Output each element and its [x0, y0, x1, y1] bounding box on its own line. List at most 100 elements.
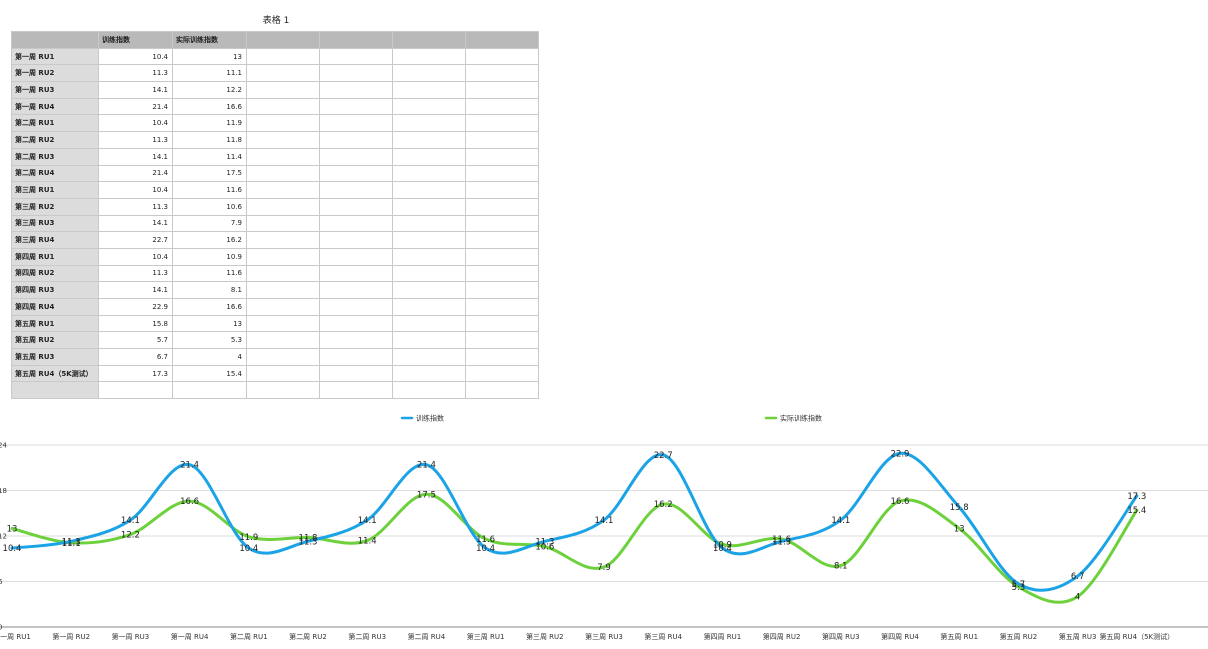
table-cell[interactable]: [465, 298, 539, 316]
table-cell[interactable]: 21.4: [98, 97, 173, 116]
column-header[interactable]: [392, 31, 466, 49]
row-header[interactable]: [11, 381, 99, 400]
table-cell[interactable]: [246, 64, 320, 83]
table-cell[interactable]: [392, 164, 466, 183]
table-cell[interactable]: 10.4: [98, 247, 173, 266]
table-cell[interactable]: [246, 214, 320, 233]
table-cell[interactable]: [246, 264, 320, 283]
table-cell[interactable]: 10.9: [172, 247, 247, 266]
table-cell[interactable]: [392, 314, 466, 333]
table-cell[interactable]: 11.8: [172, 131, 247, 149]
table-cell[interactable]: 11.1: [172, 64, 247, 83]
table-cell[interactable]: 11.3: [98, 197, 173, 216]
table-cell[interactable]: [465, 81, 539, 99]
table-row[interactable]: 第五周 RU4（5K测试） 17.3 15.4: [11, 364, 539, 383]
table-row[interactable]: 第一周 RU1 10.4 13: [11, 47, 539, 66]
table-cell[interactable]: [319, 231, 393, 249]
row-header[interactable]: 第四周 RU1: [11, 247, 99, 266]
table-cell[interactable]: [319, 164, 393, 183]
table-row[interactable]: 第四周 RU4 22.9 16.6: [11, 298, 539, 316]
table-cell[interactable]: [465, 264, 539, 283]
table-cell[interactable]: [465, 281, 539, 299]
table-cell[interactable]: [319, 214, 393, 233]
table-cell[interactable]: [246, 114, 320, 133]
table-cell[interactable]: [246, 181, 320, 199]
table-cell[interactable]: [392, 247, 466, 266]
table-cell[interactable]: [465, 381, 539, 400]
column-header[interactable]: [319, 31, 393, 49]
column-header[interactable]: [465, 31, 539, 49]
column-header[interactable]: 训练指数: [98, 31, 173, 49]
table-cell[interactable]: 6.7: [98, 348, 173, 366]
table-cell[interactable]: 10.6: [172, 197, 247, 216]
table-cell[interactable]: [319, 64, 393, 83]
row-header[interactable]: 第五周 RU4（5K测试）: [11, 364, 99, 383]
table-cell[interactable]: [246, 281, 320, 299]
table-cell[interactable]: [319, 247, 393, 266]
table-cell[interactable]: 14.1: [98, 214, 173, 233]
table-cell[interactable]: [465, 231, 539, 249]
table-cell[interactable]: 13: [172, 314, 247, 333]
table-cell[interactable]: [319, 197, 393, 216]
row-header[interactable]: 第三周 RU3: [11, 214, 99, 233]
table-cell[interactable]: [465, 131, 539, 149]
table-cell[interactable]: [319, 364, 393, 383]
table-cell[interactable]: 5.3: [172, 331, 247, 350]
table-cell[interactable]: [392, 348, 466, 366]
table-cell[interactable]: 11.9: [172, 114, 247, 133]
table-cell[interactable]: [246, 247, 320, 266]
table-cell[interactable]: [246, 331, 320, 350]
row-header[interactable]: 第三周 RU2: [11, 197, 99, 216]
table-cell[interactable]: [392, 381, 466, 400]
table-cell[interactable]: [246, 381, 320, 400]
table-cell[interactable]: 11.3: [98, 131, 173, 149]
table-cell[interactable]: [392, 298, 466, 316]
table-cell[interactable]: [465, 181, 539, 199]
table-cell[interactable]: [392, 114, 466, 133]
table-cell[interactable]: [319, 147, 393, 166]
table-row[interactable]: 第三周 RU1 10.4 11.6: [11, 181, 539, 199]
table-cell[interactable]: [246, 298, 320, 316]
table-cell[interactable]: 17.5: [172, 164, 247, 183]
table-row[interactable]: 第二周 RU1 10.4 11.9: [11, 114, 539, 133]
table-cell[interactable]: 21.4: [98, 164, 173, 183]
table-cell[interactable]: [392, 364, 466, 383]
table-cell[interactable]: 11.3: [98, 64, 173, 83]
column-header[interactable]: [246, 31, 320, 49]
table-cell[interactable]: [246, 164, 320, 183]
table-row[interactable]: 第四周 RU3 14.1 8.1: [11, 281, 539, 299]
table-cell[interactable]: [392, 181, 466, 199]
table-row[interactable]: 第三周 RU2 11.3 10.6: [11, 197, 539, 216]
table-cell[interactable]: 10.4: [98, 47, 173, 66]
table-cell[interactable]: [392, 331, 466, 350]
table-cell[interactable]: 8.1: [172, 281, 247, 299]
table-cell[interactable]: [246, 147, 320, 166]
table-cell[interactable]: 16.2: [172, 231, 247, 249]
table-cell[interactable]: [319, 331, 393, 350]
table-cell[interactable]: [319, 131, 393, 149]
table-cell[interactable]: [465, 331, 539, 350]
table-cell[interactable]: [319, 97, 393, 116]
table-cell[interactable]: [246, 131, 320, 149]
table-cell[interactable]: 14.1: [98, 81, 173, 99]
table-cell[interactable]: [319, 281, 393, 299]
table-cell[interactable]: 10.4: [98, 181, 173, 199]
row-header[interactable]: 第二周 RU2: [11, 131, 99, 149]
table-row[interactable]: 第三周 RU3 14.1 7.9: [11, 214, 539, 233]
table-cell[interactable]: 11.3: [98, 264, 173, 283]
table-cell[interactable]: [319, 348, 393, 366]
column-header[interactable]: 实际训练指数: [172, 31, 247, 49]
table-row[interactable]: 第二周 RU2 11.3 11.8: [11, 131, 539, 149]
table-cell[interactable]: [465, 47, 539, 66]
row-header[interactable]: 第一周 RU1: [11, 47, 99, 66]
table-cell[interactable]: [246, 97, 320, 116]
table-cell[interactable]: [465, 197, 539, 216]
row-header[interactable]: 第三周 RU1: [11, 181, 99, 199]
table-cell[interactable]: [465, 97, 539, 116]
row-header[interactable]: 第一周 RU4: [11, 97, 99, 116]
table-cell[interactable]: [465, 348, 539, 366]
table-cell[interactable]: [246, 197, 320, 216]
column-header[interactable]: [11, 31, 99, 49]
table-cell[interactable]: [319, 81, 393, 99]
table-row[interactable]: 第五周 RU2 5.7 5.3: [11, 331, 539, 350]
